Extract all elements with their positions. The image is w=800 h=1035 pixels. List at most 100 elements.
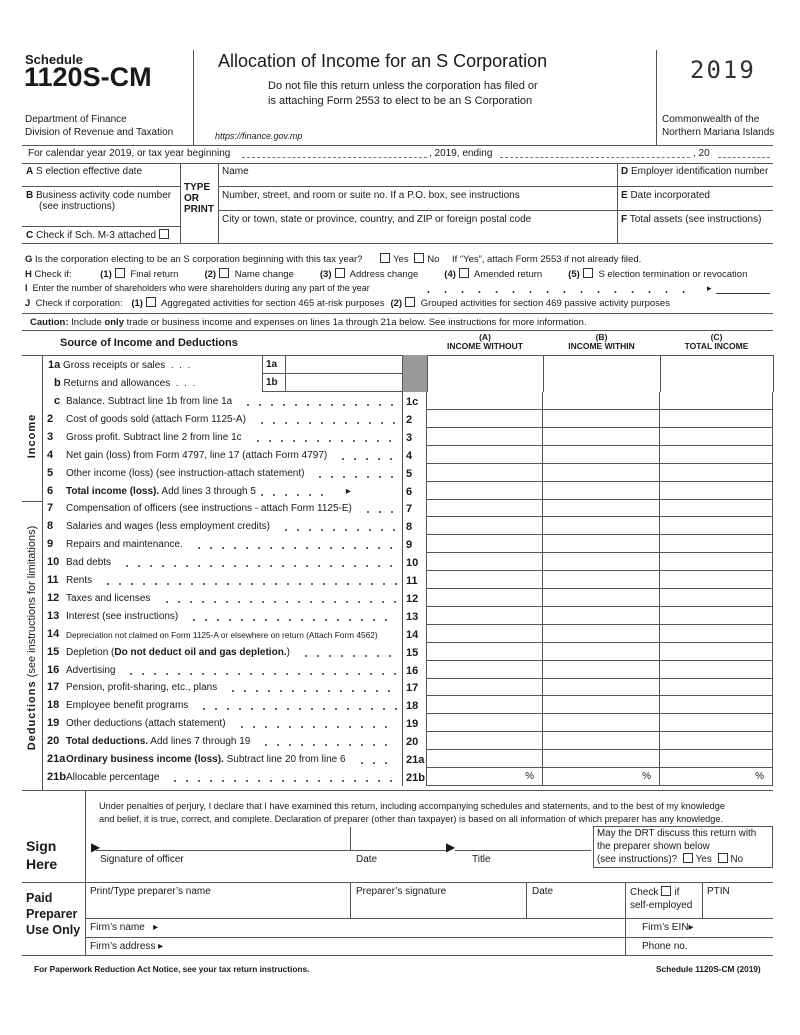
column-c-amount-field[interactable] <box>660 553 773 572</box>
column-c-amount-field[interactable] <box>660 499 773 518</box>
g-yes-checkbox[interactable] <box>380 253 391 263</box>
field-d-ein[interactable]: D Employer identification number <box>621 166 768 177</box>
column-c-amount-field[interactable] <box>660 535 773 554</box>
column-a-amount-field[interactable] <box>427 588 543 607</box>
field-b-activity-code[interactable]: B Business activity code number (see inst… <box>26 190 171 212</box>
column-a-amount-field[interactable] <box>427 571 543 589</box>
title-field[interactable] <box>455 829 591 851</box>
city-field[interactable]: City or town, state or province, country… <box>222 214 612 240</box>
column-c-amount-field[interactable]: % <box>660 767 773 786</box>
j-checkbox[interactable] <box>405 297 416 307</box>
field-e-date-incorporated[interactable]: E Date incorporated <box>621 190 710 201</box>
officer-signature-field[interactable] <box>96 829 446 851</box>
tax-year-end-year-field[interactable] <box>718 157 770 158</box>
drt-yes-checkbox[interactable] <box>682 853 693 863</box>
column-a-amount-field[interactable] <box>427 732 543 751</box>
column-b-amount-field[interactable] <box>543 750 660 768</box>
column-c-amount-field[interactable] <box>660 588 773 607</box>
column-b-amount-field[interactable] <box>543 714 660 733</box>
column-a-amount-field[interactable] <box>427 606 543 625</box>
column-c-amount-field[interactable] <box>660 481 773 500</box>
column-a-amount-field[interactable] <box>427 517 543 536</box>
column-b-amount-field[interactable] <box>543 553 660 572</box>
column-a-amount-field[interactable] <box>427 481 543 500</box>
field-a-s-election-date[interactable]: A S election effective date <box>26 166 142 177</box>
line-1b-amount-field[interactable] <box>287 374 401 391</box>
column-b-amount-field[interactable] <box>543 481 660 500</box>
column-c-amount-field[interactable] <box>660 606 773 625</box>
g-no-checkbox[interactable] <box>414 253 425 263</box>
name-field[interactable]: Name <box>222 166 612 184</box>
tax-year-begin-field[interactable] <box>242 157 427 158</box>
column-a-amount-field[interactable] <box>427 392 543 410</box>
preparer-date-field[interactable]: Date <box>532 886 622 916</box>
column-b-amount-field[interactable] <box>543 517 660 536</box>
column-b-amount-field[interactable] <box>543 642 660 661</box>
preparer-name-field[interactable]: Print/Type preparer’s name <box>90 886 346 916</box>
column-b-amount-field[interactable]: % <box>543 767 660 786</box>
column-a-amount-field[interactable] <box>427 642 543 661</box>
column-a-amount-field[interactable] <box>427 696 543 715</box>
column-b-amount-field[interactable] <box>543 588 660 607</box>
tax-year-end-field[interactable] <box>500 157 690 158</box>
column-c-amount-field[interactable] <box>660 696 773 715</box>
column-a-amount-field[interactable] <box>427 553 543 572</box>
column-b-amount-field[interactable] <box>543 678 660 697</box>
column-c-amount-field[interactable] <box>660 678 773 697</box>
column-a-amount-field[interactable] <box>427 660 543 679</box>
column-a-amount-field[interactable]: % <box>427 767 543 786</box>
column-b-amount-field[interactable] <box>543 696 660 715</box>
field-f-total-assets[interactable]: F Total assets (see instructions) <box>621 214 761 225</box>
shareholders-count-field[interactable] <box>716 293 770 294</box>
column-b-amount-field[interactable] <box>543 732 660 751</box>
column-c-amount-field[interactable] <box>660 660 773 679</box>
column-b-amount-field[interactable] <box>543 535 660 554</box>
column-a-amount-field[interactable] <box>427 624 543 643</box>
drt-no-checkbox[interactable] <box>717 853 728 863</box>
column-a-amount-field[interactable] <box>427 409 543 428</box>
firm-address-field[interactable]: Firm’s address ▸ <box>90 941 620 952</box>
preparer-signature-field[interactable]: Preparer’s signature <box>356 886 522 916</box>
column-c-amount-field[interactable] <box>660 409 773 428</box>
column-a-amount-field[interactable] <box>427 750 543 768</box>
j-checkbox[interactable] <box>145 297 156 307</box>
column-c-amount-field[interactable] <box>660 427 773 446</box>
line-1a-amount-field[interactable] <box>287 356 401 372</box>
firm-ein-field[interactable]: Firm’s EIN▸ <box>642 922 694 933</box>
column-b-amount-field[interactable] <box>543 427 660 446</box>
column-a-amount-field[interactable] <box>427 427 543 446</box>
column-a-amount-field[interactable] <box>427 499 543 518</box>
column-c-amount-field[interactable] <box>660 750 773 768</box>
h-checkbox[interactable] <box>219 268 230 278</box>
column-a-amount-field[interactable] <box>427 714 543 733</box>
column-c-amount-field[interactable] <box>660 642 773 661</box>
column-c-amount-field[interactable] <box>660 714 773 733</box>
column-a-amount-field[interactable] <box>427 445 543 464</box>
column-b-amount-field[interactable] <box>543 445 660 464</box>
column-c-amount-field[interactable] <box>660 571 773 589</box>
column-a-amount-field[interactable] <box>427 463 543 482</box>
h-checkbox[interactable] <box>114 268 125 278</box>
phone-field[interactable]: Phone no. <box>642 941 688 952</box>
h-checkbox[interactable] <box>334 268 345 278</box>
column-b-amount-field[interactable] <box>543 392 660 410</box>
column-c-amount-field[interactable] <box>660 517 773 536</box>
ptin-field[interactable]: PTIN <box>707 886 771 916</box>
column-b-amount-field[interactable] <box>543 606 660 625</box>
column-c-amount-field[interactable] <box>660 392 773 410</box>
column-c-amount-field[interactable] <box>660 624 773 643</box>
column-b-amount-field[interactable] <box>543 409 660 428</box>
column-a-amount-field[interactable] <box>427 535 543 554</box>
column-c-amount-field[interactable] <box>660 463 773 482</box>
column-c-amount-field[interactable] <box>660 445 773 464</box>
column-b-amount-field[interactable] <box>543 624 660 643</box>
column-b-amount-field[interactable] <box>543 660 660 679</box>
column-c-amount-field[interactable] <box>660 732 773 751</box>
street-field[interactable]: Number, street, and room or suite no. If… <box>222 190 612 208</box>
column-b-amount-field[interactable] <box>543 571 660 589</box>
firm-name-field[interactable]: Firm’s name ▸ <box>90 922 620 933</box>
self-employed-checkbox[interactable] <box>661 886 672 896</box>
column-b-amount-field[interactable] <box>543 463 660 482</box>
h-checkbox[interactable] <box>582 268 593 278</box>
column-b-amount-field[interactable] <box>543 499 660 518</box>
